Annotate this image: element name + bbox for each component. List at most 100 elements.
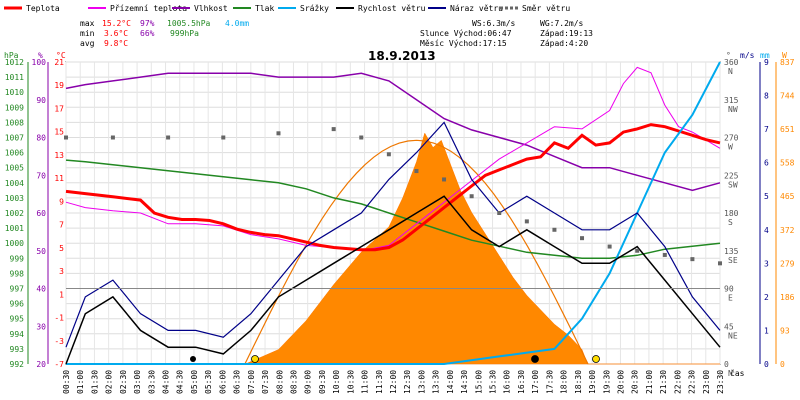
wind-direction-point bbox=[580, 236, 585, 241]
direction-tick-label: 90 bbox=[724, 285, 734, 294]
x-tick-label: 16:30 bbox=[517, 370, 526, 394]
wind-direction-point bbox=[221, 135, 226, 140]
temperature-tick-label: 17 bbox=[54, 104, 64, 113]
solar-tick-label: 558 bbox=[780, 159, 795, 168]
pressure-tick-label: 1005 bbox=[5, 164, 24, 173]
wind-tick-label: 1 bbox=[764, 326, 769, 335]
wind-direction-point bbox=[359, 135, 364, 140]
x-tick-label: 03:30 bbox=[147, 370, 156, 394]
x-tick-label: 13:30 bbox=[432, 370, 441, 394]
axes: 9929939949959969979989991000100110021003… bbox=[5, 58, 795, 378]
series-pressure bbox=[65, 159, 721, 260]
stat-min-temp: 3.6°C bbox=[104, 29, 128, 38]
wind-tick-label: 6 bbox=[764, 159, 769, 168]
stat-wg: WG:7.2m/s bbox=[540, 19, 584, 28]
wind-tick-label: 7 bbox=[764, 125, 769, 134]
x-tick-label: 04:30 bbox=[176, 370, 185, 394]
legend-humidity: Vlhkost bbox=[194, 4, 228, 13]
pressure-tick-label: 998 bbox=[10, 269, 25, 278]
x-axis-label: čas bbox=[730, 368, 745, 378]
series-solar-radiation bbox=[66, 132, 720, 365]
x-tick-label: 02:00 bbox=[105, 370, 114, 394]
solar-tick-label: 465 bbox=[780, 192, 795, 201]
wind-direction-point bbox=[276, 131, 281, 136]
x-tick-label: 19:30 bbox=[602, 370, 611, 394]
humidity-tick-label: 80 bbox=[36, 134, 46, 143]
temperature-tick-label: 1 bbox=[59, 290, 64, 299]
x-tick-label: 06:00 bbox=[218, 370, 227, 394]
x-tick-label: 01:30 bbox=[90, 370, 99, 394]
pressure-tick-label: 1000 bbox=[5, 239, 24, 248]
stat-max-temp: 15.2°C bbox=[102, 19, 131, 28]
legend-wind-speed: Rychlost větru bbox=[358, 4, 426, 13]
stat-avg-label: avg bbox=[80, 39, 95, 48]
series-wind-gust bbox=[65, 121, 721, 348]
x-tick-label: 17:00 bbox=[531, 370, 540, 394]
pressure-tick-label: 1010 bbox=[5, 88, 24, 97]
pressure-tick-label: 994 bbox=[10, 330, 25, 339]
rain-unit: mm bbox=[760, 51, 770, 60]
humidity-tick-label: 40 bbox=[36, 285, 46, 294]
legend: Teplota Přízemní teplota Vlhkost Tlak Sr… bbox=[4, 4, 570, 13]
stat-max-label: max bbox=[80, 19, 95, 28]
direction-name-label: NW bbox=[728, 105, 738, 114]
x-tick-label: 07:30 bbox=[261, 370, 270, 394]
direction-tick-label: 270 bbox=[724, 134, 739, 143]
pressure-tick-label: 1007 bbox=[5, 134, 24, 143]
pressure-tick-label: 1001 bbox=[5, 224, 24, 233]
x-tick-label: 15:30 bbox=[489, 370, 498, 394]
pressure-tick-label: 1003 bbox=[5, 194, 24, 203]
wind-tick-label: 2 bbox=[764, 293, 769, 302]
direction-tick-label: 360 bbox=[724, 58, 739, 67]
wind-direction-point bbox=[414, 169, 419, 174]
direction-name-label: SW bbox=[728, 180, 738, 189]
stat-min-label: min bbox=[80, 29, 95, 38]
stat-sunrise: Slunce Východ:06:47 bbox=[420, 29, 512, 38]
wind-direction-point bbox=[552, 227, 557, 232]
x-tick-label: 06:30 bbox=[233, 370, 242, 394]
stats-block: max 15.2°C 97% 1005.5hPa 4.0mm min 3.6°C… bbox=[80, 19, 593, 48]
humidity-tick-label: 90 bbox=[36, 96, 46, 105]
pressure-tick-label: 999 bbox=[10, 254, 25, 263]
direction-tick-label: 0 bbox=[724, 360, 729, 369]
stat-min-hum: 66% bbox=[140, 29, 155, 38]
x-tick-label: 21:00 bbox=[645, 370, 654, 394]
x-tick-label: 04:00 bbox=[162, 370, 171, 394]
x-tick-label: 23:00 bbox=[702, 370, 711, 394]
direction-tick-label: 315 bbox=[724, 96, 739, 105]
wind-direction-point bbox=[386, 152, 391, 157]
wind-tick-label: 9 bbox=[764, 58, 769, 67]
solar-tick-label: 744 bbox=[780, 92, 795, 101]
legend-temperature: Teplota bbox=[26, 4, 60, 13]
stat-max-rain: 4.0mm bbox=[225, 19, 249, 28]
temperature-tick-label: -1 bbox=[54, 314, 64, 323]
wind-direction-point bbox=[607, 244, 612, 249]
x-tick-label: 07:00 bbox=[247, 370, 256, 394]
series-ground-temperature bbox=[65, 66, 721, 252]
direction-name-label: N bbox=[728, 369, 733, 378]
temperature-tick-label: 15 bbox=[54, 128, 64, 137]
wind-tick-label: 5 bbox=[764, 192, 769, 201]
wind-tick-label: 3 bbox=[764, 259, 769, 268]
direction-name-label: NE bbox=[728, 331, 738, 340]
wind-unit: m/s bbox=[740, 51, 755, 60]
wind-direction-point bbox=[442, 177, 447, 182]
temperature-tick-label: 11 bbox=[54, 174, 64, 183]
wind-tick-label: 4 bbox=[764, 226, 769, 235]
wind-direction-point bbox=[166, 135, 171, 140]
direction-name-label: W bbox=[728, 143, 733, 152]
humidity-unit: % bbox=[38, 51, 43, 60]
x-tick-label: 14:00 bbox=[446, 370, 455, 394]
temperature-tick-label: -3 bbox=[54, 337, 64, 346]
humidity-tick-label: 100 bbox=[32, 58, 47, 67]
stat-max-press: 1005.5hPa bbox=[167, 19, 211, 28]
temperature-tick-label: 5 bbox=[59, 244, 64, 253]
temperature-unit: °C bbox=[56, 51, 66, 60]
temperature-tick-label: 9 bbox=[59, 197, 64, 206]
x-tick-label: 08:00 bbox=[275, 370, 284, 394]
temperature-tick-label: 19 bbox=[54, 81, 64, 90]
solar-tick-label: 186 bbox=[780, 293, 795, 302]
x-tick-label: 20:30 bbox=[631, 370, 640, 394]
solar-tick-label: 372 bbox=[780, 226, 795, 235]
stat-sunset: Západ:19:13 bbox=[540, 29, 593, 38]
